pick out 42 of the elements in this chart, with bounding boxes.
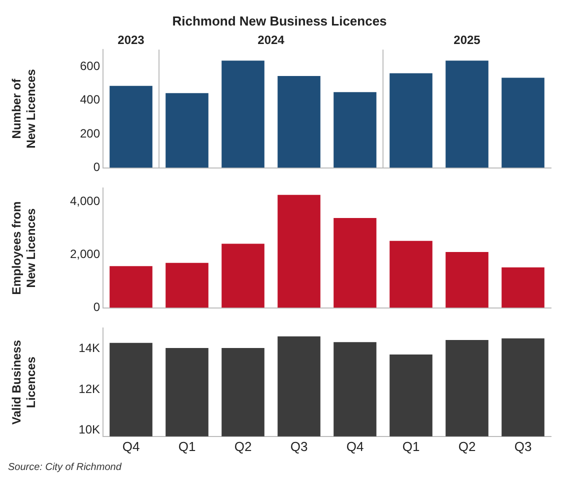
bar bbox=[222, 244, 264, 308]
y-tick-label: 4,000 bbox=[70, 194, 100, 208]
x-tick-label: Q1 bbox=[402, 438, 420, 454]
x-tick-label: Q4 bbox=[122, 438, 140, 454]
y-tick-label: 200 bbox=[80, 126, 100, 140]
bar bbox=[502, 267, 544, 308]
y-tick-label: 10K bbox=[78, 422, 100, 437]
bar bbox=[446, 60, 488, 168]
x-tick-label: Q1 bbox=[178, 438, 196, 454]
text: 2025 bbox=[454, 32, 481, 47]
y-tick-label: 14K bbox=[78, 340, 100, 355]
bar bbox=[278, 194, 320, 308]
bar bbox=[446, 252, 488, 308]
x-tick-label: Q3 bbox=[514, 438, 532, 454]
bar bbox=[110, 266, 152, 308]
bar bbox=[166, 93, 208, 168]
y-tick-label: 0 bbox=[93, 300, 100, 314]
y-axis-title: Employees from New Licences bbox=[10, 201, 38, 295]
bar bbox=[390, 73, 432, 168]
text: 2024 bbox=[258, 32, 285, 47]
bar bbox=[222, 60, 264, 168]
bar bbox=[166, 262, 208, 308]
x-tick-label: Q3 bbox=[290, 438, 308, 454]
y-tick-label: 600 bbox=[80, 58, 100, 73]
y-axis-title: Valid Business Licences bbox=[10, 340, 38, 425]
y-tick-label: 12K bbox=[78, 382, 100, 396]
y-tick-label: 2,000 bbox=[70, 246, 100, 261]
bar bbox=[334, 218, 376, 308]
bar bbox=[334, 92, 376, 168]
x-tick-label: Q2 bbox=[234, 438, 252, 454]
bar bbox=[502, 78, 544, 168]
text: 2023 bbox=[118, 32, 145, 47]
y-tick-label: 400 bbox=[80, 92, 100, 107]
y-tick-label: 0 bbox=[93, 160, 100, 174]
bar bbox=[110, 86, 152, 168]
y-axis-title: Number of New Licences bbox=[10, 68, 38, 148]
bar bbox=[390, 240, 432, 308]
bar bbox=[278, 76, 320, 168]
source-note: Source: City of Richmond bbox=[8, 462, 123, 473]
x-tick-label: Q2 bbox=[458, 438, 476, 454]
chart-title: Richmond New Business Licences bbox=[172, 13, 387, 28]
x-tick-label: Q4 bbox=[346, 438, 364, 454]
